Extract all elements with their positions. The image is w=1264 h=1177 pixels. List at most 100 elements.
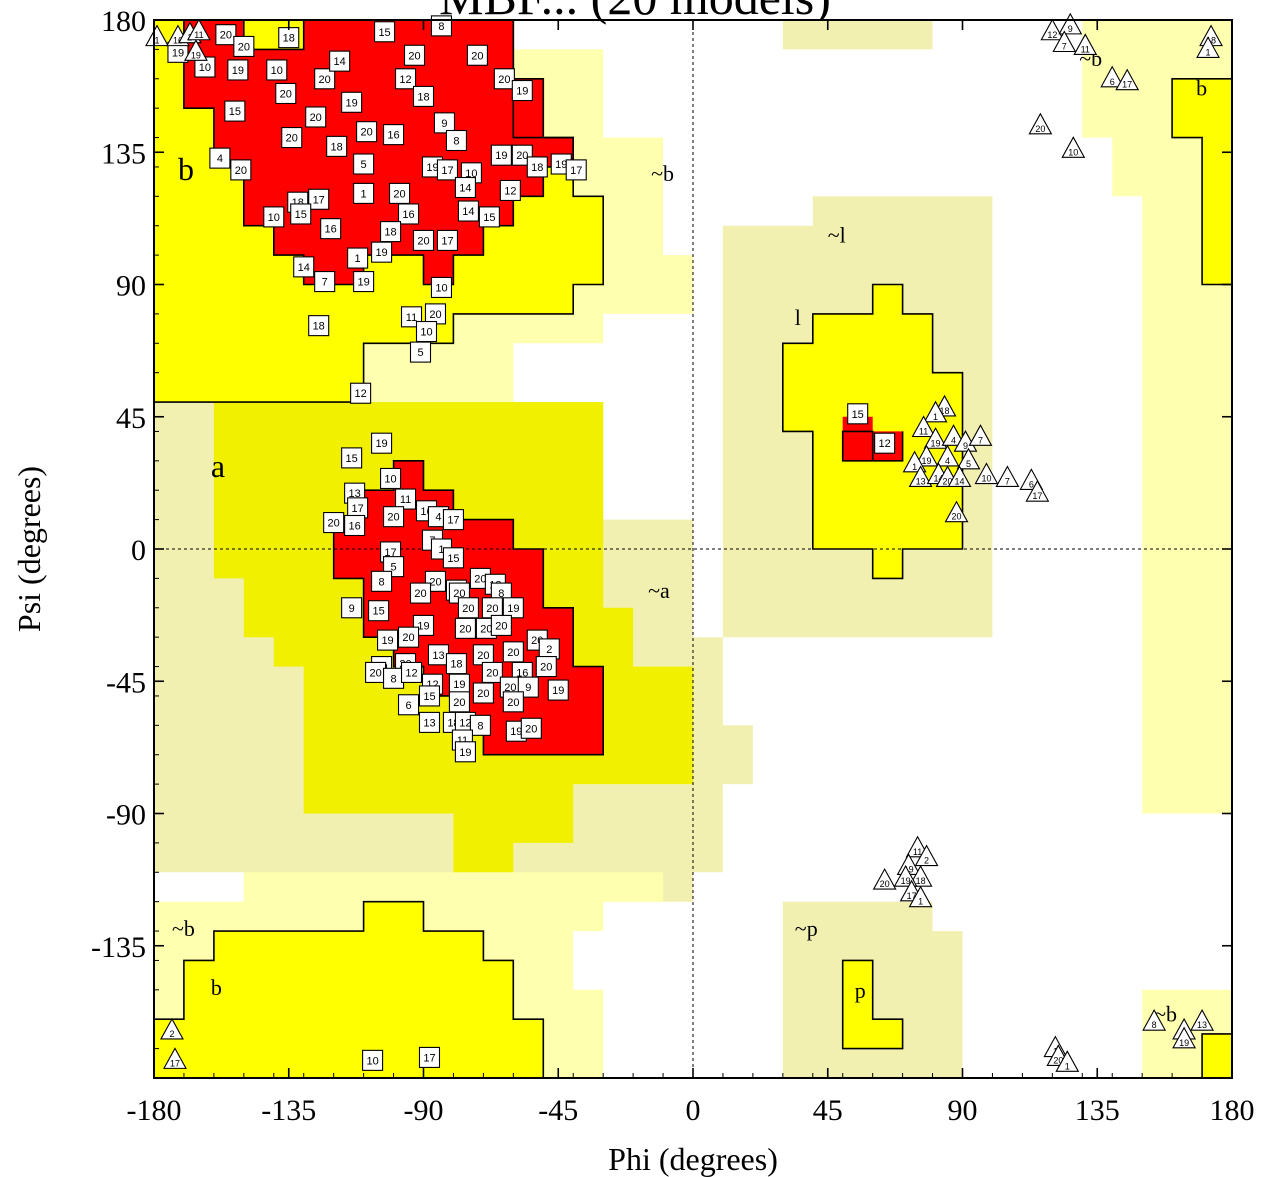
square-point-0-97: 20: [397, 626, 420, 648]
y-tick-label-0: 180: [101, 5, 146, 38]
square-point-0-119: 15: [418, 685, 441, 707]
point-label: 5: [361, 159, 367, 171]
point-label: 1: [1206, 47, 1211, 57]
square-point-0-15: 20: [493, 68, 515, 90]
triangle-point-1-29: 14: [947, 465, 972, 488]
point-label: 19: [495, 150, 507, 162]
square-point-0-8: 20: [275, 82, 297, 105]
point-label: 20: [1035, 124, 1045, 134]
square-point-0-64: 12: [350, 382, 372, 404]
square-point-0-26: 18: [326, 135, 348, 157]
point-label: 11: [1081, 44, 1090, 54]
square-point-0-121: 20: [472, 682, 494, 704]
point-label: 1: [1065, 1061, 1070, 1071]
square-point-0-13: 8: [430, 15, 453, 37]
point-label: 9: [349, 603, 355, 615]
point-label: 8: [1152, 1020, 1157, 1030]
zero-lines: [154, 20, 1232, 1078]
point-label: 16: [402, 209, 414, 221]
triangle-point-1-26: 13: [908, 465, 933, 488]
square-point-0-111: 20: [365, 661, 387, 683]
square-point-0-44: 10: [263, 206, 285, 228]
point-label: 12: [354, 388, 366, 400]
point-label: 10: [1068, 147, 1078, 157]
region-allowed-13: [1202, 1033, 1232, 1078]
point-label: 18: [313, 321, 325, 333]
triangle-point-1-33: 17: [1025, 480, 1050, 502]
y-tick-label-5: -45: [106, 666, 146, 699]
boundary-11: [781, 283, 964, 580]
point-label: 15: [346, 453, 358, 465]
point-label: 19: [191, 50, 201, 60]
square-point-0-73: 17: [442, 509, 464, 531]
y-tick-label-3: 45: [116, 402, 146, 435]
point-label: 20: [453, 697, 465, 709]
point-label: 19: [417, 620, 429, 632]
boundary-15: [183, 19, 575, 286]
point-label: 10: [199, 62, 211, 74]
point-label: 20: [477, 688, 489, 700]
triangle-point-1-34: 20: [944, 500, 969, 523]
point-label: 18: [531, 162, 543, 174]
point-label: 14: [298, 262, 310, 274]
point-label: 10: [981, 474, 991, 484]
square-point-0-35: 17: [565, 159, 587, 181]
square-point-0-29: 17: [436, 159, 459, 181]
square-point-0-110: 20: [535, 656, 557, 678]
square-point-0-36: 4: [209, 147, 231, 169]
point-label: 4: [217, 153, 223, 165]
point-label: 17: [447, 515, 459, 527]
point-label: 11: [457, 735, 468, 747]
point-label: 12: [459, 717, 471, 729]
square-point-0-27: 5: [353, 153, 375, 175]
triangle-point-1-18: 19: [923, 427, 948, 449]
square-point-0-124: 6: [397, 694, 420, 716]
square-point-0-74: 20: [323, 511, 345, 534]
point-label: 19: [172, 47, 184, 59]
square-point-0-48: 15: [478, 206, 500, 228]
square-point-0-0: 19: [167, 41, 189, 63]
point-label: 20: [495, 620, 507, 632]
triangle-point-1-5: 12: [1040, 18, 1065, 41]
square-point-0-65: 19: [371, 432, 393, 454]
square-point-0-96: 19: [377, 629, 399, 651]
point-label: 10: [268, 212, 280, 224]
point-label: 10: [271, 65, 283, 77]
point-label: 12: [1047, 30, 1057, 40]
point-label: 20: [952, 512, 962, 522]
square-point-0-61: 10: [415, 320, 438, 343]
square-point-0-120: 20: [448, 691, 470, 713]
point-label: 19: [375, 247, 387, 259]
point-label: 9: [525, 682, 531, 694]
square-point-0-100: 20: [490, 614, 512, 636]
point-label: 17: [570, 165, 582, 177]
point-label: 15: [372, 606, 384, 618]
square-point-0-76: 20: [383, 506, 405, 528]
point-label: 14: [954, 476, 964, 486]
point-label: 17: [313, 194, 325, 206]
point-label: 11: [913, 847, 922, 857]
point-label: 18: [417, 91, 429, 103]
point-label: 1: [154, 36, 159, 46]
square-point-0-46: 16: [397, 203, 420, 225]
point-label: 8: [498, 588, 504, 600]
point-label: 19: [904, 864, 914, 874]
point-label: 7: [978, 435, 983, 445]
square-point-0-14: 20: [466, 44, 488, 66]
point-label: 14: [462, 206, 474, 218]
point-label: 19: [375, 438, 387, 450]
point-label: 1: [933, 412, 938, 422]
region-label-7: b: [211, 975, 222, 1000]
square-point-0-87: 9: [341, 597, 363, 619]
point-label: 19: [555, 159, 567, 171]
point-label: 17: [1122, 80, 1132, 90]
point-label: 20: [471, 50, 483, 62]
point-label: 17: [384, 547, 396, 559]
point-label: 20: [319, 74, 331, 86]
point-label: 16: [387, 130, 399, 142]
point-label: 8: [438, 21, 444, 33]
region-label-4: ~l: [828, 223, 846, 248]
point-label: 19: [510, 726, 522, 738]
region-label-6: ~b: [172, 916, 195, 941]
